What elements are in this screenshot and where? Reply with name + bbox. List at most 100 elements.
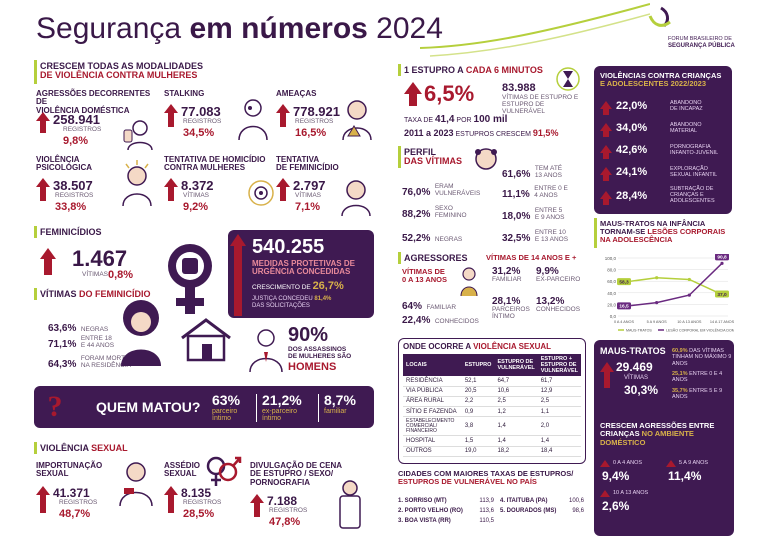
stat-tentativa-feminicidio: TENTATIVA DE FEMINICÍDIO 2.797 VÍTIMAS 7,… — [276, 155, 376, 222]
note-pct: 35,7% — [672, 387, 688, 394]
perfil-label: ENTRE 5 — [534, 206, 563, 214]
medidas-growth: CRESCIMENTO DE 26,7% — [252, 280, 344, 292]
crescem-section: CRESCEM TODAS AS MODALIDADES DE VIOLÊNCI… — [34, 60, 374, 222]
sub-left-line1: VÍTIMAS DE — [402, 267, 445, 276]
up-arrow-stem — [44, 259, 52, 275]
table-row: OUTROS 19,0 18,2 18,4 — [403, 446, 581, 457]
perfil-pct: 61,6% — [502, 169, 531, 180]
section-accent-bar — [34, 442, 37, 454]
onde-title: ONDE OCORRE A VIOLÊNCIA SEXUAL — [403, 342, 581, 351]
quem-matou-item: 63% parceiro íntimo — [212, 392, 260, 422]
quem-matou-title: QUEM MATOU? — [96, 399, 201, 415]
agressor-pct: 9,9% — [536, 266, 559, 277]
page-title: Segurança em números 2024 — [36, 12, 443, 46]
down-arrow-icon — [600, 145, 612, 153]
up-arrow-stem — [40, 187, 46, 201]
table-cell: OUTROS — [403, 446, 462, 457]
header-swoosh-decoration — [420, 3, 650, 57]
chart-series-line — [623, 276, 723, 296]
criancas-label-line2: DE INCAPAZ — [670, 106, 703, 113]
agressores-left-row: 22,4% CONHECIDOS — [402, 310, 479, 328]
stat-violencia-psicologica: VIOLÊNCIA PSICOLÓGICA 38.507 REGISTROS 33… — [36, 155, 156, 222]
ca-title-line1: CRESCEM AGRESSÕES ENTRE — [600, 421, 715, 430]
vitimas-label: NEGRAS — [80, 326, 109, 333]
perfil-label: ERAM — [434, 182, 454, 190]
stat-label-line3: PORNOGRAFIA — [250, 477, 310, 487]
stat-label-line1: AGRESSÕES DECORRENTES DE — [36, 89, 151, 107]
distressed-woman-icon — [122, 160, 152, 206]
crescem-ag-label: 0 A 4 ANOS — [613, 460, 643, 466]
table-cell: 2,5 — [537, 396, 581, 407]
stat-pct: 34,5% — [183, 127, 215, 139]
agressor-label: PARCEIROS — [492, 306, 530, 313]
maus-tratos-notes: 60,9% DAS VÍTIMAS TINHAM NO MÁXIMO 9 ANO… — [672, 348, 732, 400]
stat-divulgacao: DIVULGAÇÃO DE CENA DE ESTUPRO / SEXO/PORN… — [250, 461, 360, 528]
perfil-title: PERFIL DAS VÍTIMAS — [404, 147, 462, 167]
table-cell: 64,7 — [494, 376, 538, 387]
criancas-pct: 22,0% — [616, 100, 648, 112]
vitimas-label-2: NA RESIDÊNCIA — [80, 361, 132, 369]
man-suit-icon — [249, 329, 283, 372]
estupro-label-line1: VÍTIMAS DE ESTUPRO E — [502, 94, 579, 101]
estupro-label-line2: ESTUPRO DE VULNERÁVEL — [502, 100, 545, 115]
perfil-label-2: 4 ANOS — [534, 191, 558, 199]
table-row: HOSPITAL 1,5 1,4 1,4 — [403, 435, 581, 447]
chart-xtick-label: 5 A 9 ANOS — [647, 320, 668, 324]
criancas-title-line2: E ADOLESCENTES 2022/2023 — [600, 79, 707, 89]
cidade-name: 1. SORRISO (MT) — [398, 498, 447, 504]
agressor-pct: 22,4% — [402, 315, 431, 326]
cidades-right: 4. ITAITUBA (PA) 100,6 5. DOURADOS (MS) 98… — [500, 498, 584, 518]
woman-portrait-icon — [341, 180, 371, 216]
quem-matou-item: 21,2% ex-parceiro íntimo — [262, 392, 322, 422]
medidas-value: 540.255 — [252, 236, 325, 258]
stat-unit: VÍTIMAS — [183, 192, 210, 199]
stat-label-line1: IMPORTUNAÇÃO — [36, 461, 103, 470]
table-cell: 2,5 — [494, 396, 538, 407]
perfil-section: PERFIL DAS VÍTIMAS 76,0% ERAM VULNERÁVEIS … — [398, 146, 584, 246]
crescem-title: CRESCEM TODAS AS MODALIDADES DE VIOLÊNCI… — [40, 61, 203, 81]
vitimas-label: FORAM MORTAS — [80, 354, 134, 362]
brand-logo: FORUM BRASILEIRO DE SEGURANÇA PÚBLICA — [646, 6, 756, 54]
chart-ytick-label: 20,0 — [607, 302, 616, 307]
maus-infancia-section: MAUS-TRATOS NA INFÂNCIA TORNAM-SE LESÕES… — [594, 218, 734, 336]
up-arrow-stem — [603, 153, 609, 159]
vs-title-pre: VIOLÊNCIA — [40, 443, 89, 453]
cidade-value: 113,6 — [479, 508, 494, 514]
table-cell: 1,4 — [494, 435, 538, 447]
cidade-name: 3. BOA VISTA (RR) — [398, 518, 451, 524]
down-arrow-icon — [600, 191, 612, 199]
crescem-ag-pct: 2,6% — [602, 499, 630, 513]
table-row: RESIDÊNCIA 52,1 64,7 61,7 — [403, 376, 581, 387]
onde-ocorre-panel: ONDE OCORRE A VIOLÊNCIA SEXUAL LOCAIS ES… — [398, 338, 586, 464]
perfil-label: ENTRE 10 — [534, 228, 566, 236]
up-arrow-icon — [666, 460, 676, 467]
perfil-label-2: VULNERÁVEIS — [434, 189, 481, 197]
harassed-woman-icon — [119, 462, 153, 506]
table-header: ESTUPRO DE VULNERÁVEL — [494, 354, 538, 377]
vitimas-pct: 63,6% — [48, 323, 77, 334]
mi-title-line2-hl: LESÕES CORPORAIS — [645, 226, 726, 236]
title-pre: Segurança — [36, 12, 190, 45]
criancas-row: 34,0% ABANDONO MATERIAL — [600, 120, 728, 142]
table-cell: 1,5 — [461, 435, 495, 447]
stat-ameacas: AMEAÇAS 778.921 REGISTROS 16,5% — [276, 89, 376, 150]
up-arrow-icon — [40, 248, 56, 259]
maus-tratos-value: 29.469 — [616, 360, 653, 374]
table-cell: ÁREA RURAL — [403, 396, 462, 407]
vitimas-title-hl: DO FEMINICÍDIO — [76, 289, 151, 299]
criancas-label: ABANDONO MATERIAL — [670, 122, 701, 134]
agressores-right-row: 28,1% PARCEIROS ÍNTIMO — [492, 296, 530, 321]
note-text: JUSTIÇA CONCEDEU — [252, 296, 313, 302]
perfil-label: SEXO — [434, 204, 453, 212]
table-row: ESTABELECIMENTO COMERCIAL/ FINANCEIRO 3,8… — [403, 416, 581, 437]
maus-tratos-pct: 30,3% — [624, 383, 659, 397]
years-pct: 91,5% — [532, 128, 559, 138]
quem-matou-label: ex-parceiro — [262, 408, 298, 415]
agressor-pct: 31,2% — [492, 266, 521, 277]
cidades-title-line1: CIDADES COM MAIORES TAXAS DE ESTUPROS/ — [398, 469, 574, 478]
cidade-name: 2. PORTO VELHO (RO) — [398, 508, 463, 514]
criancas-pct: 34,0% — [616, 122, 648, 134]
agressores-left-row: 64% FAMILIAR — [402, 296, 456, 314]
stat-label-line2: VIOLÊNCIA DOMÉSTICA — [36, 105, 130, 115]
perfil-pct: 18,0% — [502, 211, 531, 222]
